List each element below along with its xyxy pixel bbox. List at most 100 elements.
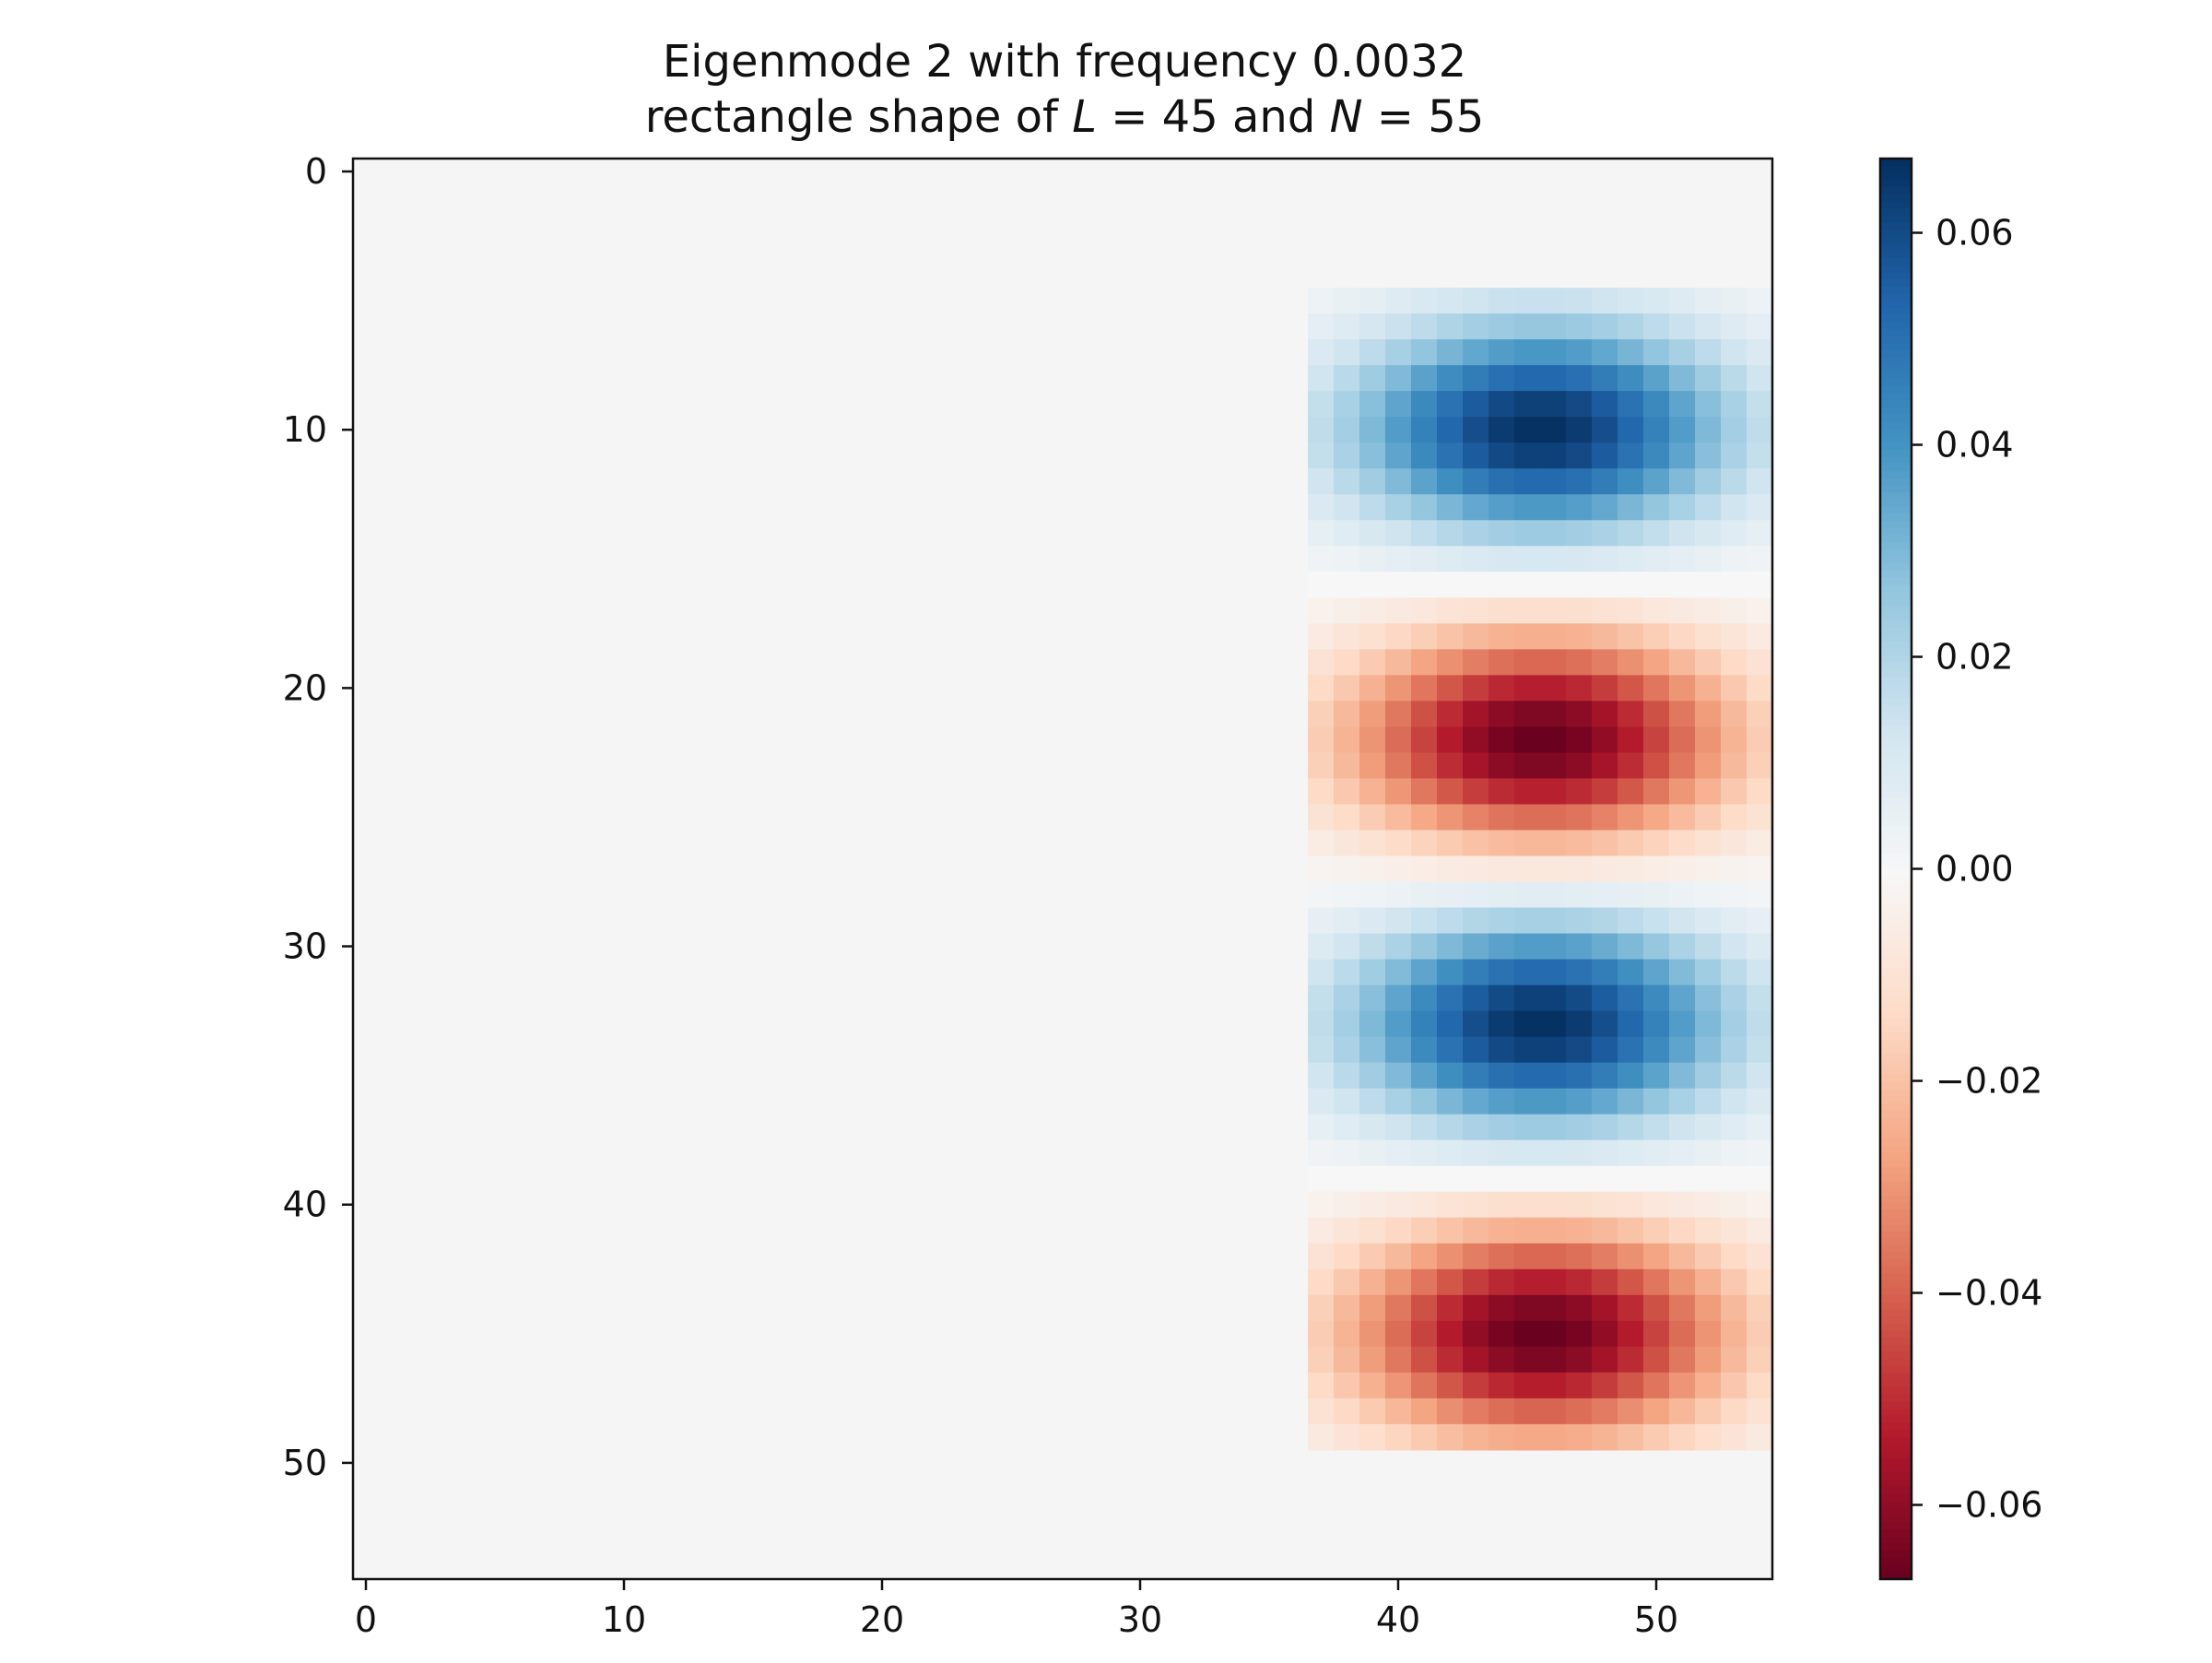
heatmap-cell <box>1695 1372 1722 1399</box>
heatmap-cell <box>1437 391 1464 418</box>
heatmap-cell <box>1747 881 1773 909</box>
colorbar-segment <box>1880 790 1912 799</box>
colorbar-segment <box>1880 1231 1912 1239</box>
heatmap-cell <box>1747 572 1773 598</box>
colorbar-segment <box>1880 1096 1912 1104</box>
colorbar-segment <box>1880 847 1912 855</box>
colorbar-segment <box>1880 761 1912 771</box>
heatmap-cell <box>1669 365 1696 392</box>
heatmap-cell <box>1385 623 1412 650</box>
heatmap-cell <box>1463 1139 1489 1167</box>
heatmap-cell <box>1669 339 1696 366</box>
heatmap-cell <box>1747 1139 1773 1167</box>
heatmap-cell <box>1463 1294 1489 1322</box>
colorbar-segment <box>1880 1288 1912 1296</box>
heatmap-cell <box>1592 442 1618 469</box>
heatmap-cell <box>1514 546 1541 572</box>
heatmap-cell <box>1514 623 1541 650</box>
heatmap-cell <box>1437 933 1464 961</box>
colorbar-segment <box>1880 1060 1912 1069</box>
heatmap-cell <box>1308 1036 1335 1064</box>
heatmap-cell <box>1411 339 1438 366</box>
heatmap-cell <box>1695 623 1722 650</box>
colorbar-segment <box>1880 755 1912 763</box>
colorbar-segment <box>1880 435 1912 444</box>
heatmap-cell <box>1618 649 1644 676</box>
colorbar-segment <box>1880 172 1912 181</box>
heatmap-cell <box>1747 933 1773 961</box>
heatmap-cell <box>1308 1217 1335 1244</box>
heatmap-cell <box>1566 572 1593 598</box>
heatmap-cell <box>1308 597 1335 624</box>
heatmap-cell <box>1437 1423 1464 1451</box>
heatmap-cell <box>1463 855 1489 883</box>
heatmap-cell <box>1514 288 1541 314</box>
heatmap-cell <box>1463 494 1489 521</box>
heatmap-cell <box>1643 1294 1670 1322</box>
heatmap-cell <box>1618 546 1644 572</box>
colorbar-segment <box>1880 734 1912 742</box>
heatmap-cell <box>1514 572 1541 598</box>
heatmap-cell <box>1540 365 1567 392</box>
heatmap-cell <box>1721 597 1747 624</box>
heatmap-cell <box>1334 1217 1360 1244</box>
colorbar-segment <box>1880 1160 1912 1168</box>
heatmap-cell <box>1592 855 1618 883</box>
heatmap-cell <box>1385 365 1412 392</box>
colorbar-segment <box>1880 1522 1912 1530</box>
heatmap-cell <box>1618 752 1644 780</box>
heatmap-cell <box>1643 1088 1670 1115</box>
colorbar-segment <box>1880 584 1912 593</box>
heatmap-cell <box>1411 675 1438 702</box>
heatmap-cell <box>1488 907 1515 935</box>
colorbar-segment <box>1880 975 1912 984</box>
heatmap-cell <box>1618 1346 1644 1374</box>
heatmap-cell <box>1437 1320 1464 1348</box>
heatmap-cell <box>1488 1139 1515 1167</box>
heatmap-cell <box>1308 1088 1335 1115</box>
heatmap-cell <box>1566 391 1593 418</box>
heatmap-cell <box>1514 959 1541 986</box>
heatmap-cell <box>1592 468 1618 495</box>
heatmap-cell <box>1463 830 1489 857</box>
heatmap-cell <box>1695 1423 1722 1451</box>
heatmap-cell <box>1488 1114 1515 1141</box>
colorbar-segment <box>1880 947 1912 955</box>
heatmap-cell <box>1411 1036 1438 1064</box>
heatmap-cell <box>1669 830 1696 857</box>
colorbar-segment <box>1880 1430 1912 1438</box>
heatmap-cell <box>1747 1320 1773 1348</box>
colorbar-segment <box>1880 230 1912 238</box>
colorbar-segment <box>1880 1167 1912 1175</box>
heatmap-cell <box>1463 1088 1489 1115</box>
heatmap-cell <box>1334 1320 1360 1348</box>
heatmap-cell <box>1437 365 1464 392</box>
heatmap-cell <box>1385 546 1412 572</box>
y-tick-label: 10 <box>283 409 327 450</box>
heatmap-cell <box>1721 494 1747 521</box>
heatmap-cell <box>1411 1372 1438 1399</box>
heatmap-cell <box>1463 726 1489 754</box>
colorbar-segment <box>1880 393 1912 401</box>
heatmap-cell <box>1540 1191 1567 1219</box>
heatmap-cell <box>1747 365 1773 392</box>
heatmap-cell <box>1334 417 1360 443</box>
heatmap-cell <box>1618 1165 1644 1193</box>
heatmap-cell <box>1695 1036 1722 1064</box>
heatmap-cell <box>1385 417 1412 443</box>
colorbar-segment <box>1880 1507 1912 1516</box>
heatmap-cell <box>1695 649 1722 676</box>
heatmap-cell <box>1308 313 1335 340</box>
colorbar-segment <box>1880 897 1912 905</box>
colorbar-segment <box>1880 243 1912 252</box>
heatmap-cell <box>1359 959 1386 986</box>
heatmap-cell <box>1488 752 1515 780</box>
heatmap-cell <box>1747 1372 1773 1399</box>
heatmap-cell <box>1463 804 1489 832</box>
heatmap-cell <box>1437 623 1464 650</box>
colorbar-tick-label: 0.00 <box>1936 849 2014 890</box>
colorbar-segment <box>1880 805 1912 813</box>
heatmap-cell <box>1747 339 1773 366</box>
colorbar-segment <box>1880 286 1912 295</box>
heatmap-cell <box>1643 442 1670 469</box>
